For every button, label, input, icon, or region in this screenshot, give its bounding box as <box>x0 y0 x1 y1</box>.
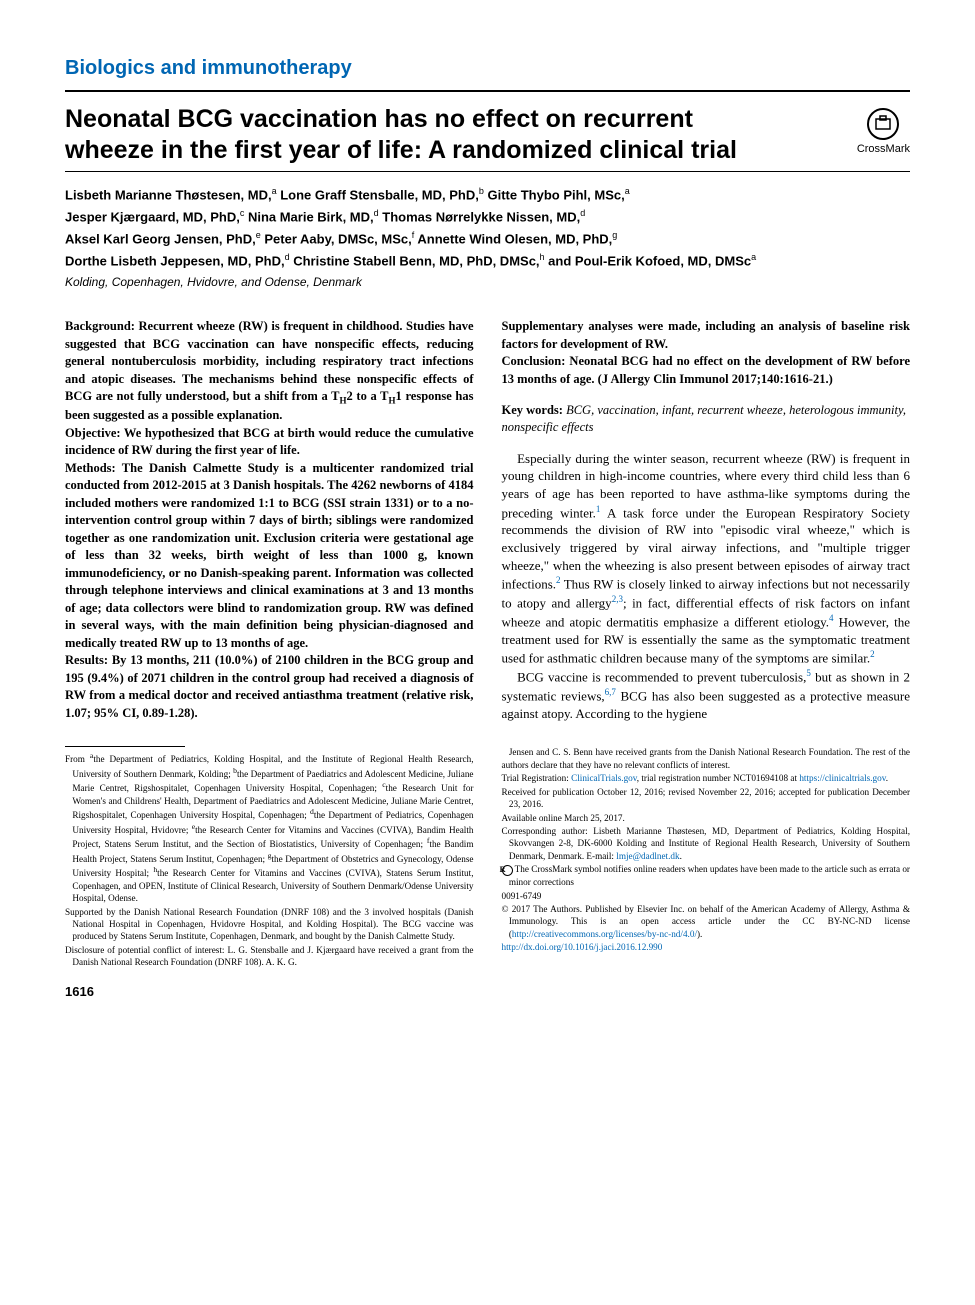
body-para-1: Especially during the winter season, rec… <box>502 450 911 667</box>
divider-top <box>65 90 910 92</box>
article-title: Neonatal BCG vaccination has no effect o… <box>65 104 745 167</box>
crossmark-badge[interactable]: CrossMark <box>857 108 910 157</box>
fn-crossmark-note: R The CrossMark symbol notifies online r… <box>502 863 911 888</box>
fn-from: From athe Department of Pediatrics, Kold… <box>65 751 474 904</box>
footnote-divider <box>65 746 185 747</box>
registered-icon: R <box>502 865 513 876</box>
abstract-results: Results: By 13 months, 211 (10.0%) of 21… <box>65 652 474 722</box>
keywords: Key words: BCG, vaccination, infant, rec… <box>502 402 911 436</box>
crossmark-label: CrossMark <box>857 142 910 157</box>
abstract-background: Background: Recurrent wheeze (RW) is fre… <box>65 318 474 425</box>
footnotes: From athe Department of Pediatrics, Kold… <box>65 740 910 968</box>
section-label: Biologics and immunotherapy <box>65 55 910 82</box>
keywords-label: Key words: <box>502 403 563 417</box>
keywords-text: BCG, vaccination, infant, recurrent whee… <box>502 403 906 434</box>
fn-received: Received for publication October 12, 201… <box>502 786 911 811</box>
fn-supported: Supported by the Danish National Researc… <box>65 906 474 943</box>
abstract-methods: Methods: The Danish Calmette Study is a … <box>65 460 474 653</box>
fn-trial: Trial Registration: ClinicalTrials.gov, … <box>502 772 911 784</box>
divider-authors-top <box>65 171 910 172</box>
fn-doi: http://dx.doi.org/10.1016/j.jaci.2016.12… <box>502 941 911 953</box>
crossmark-icon <box>867 108 899 140</box>
title-row: Neonatal BCG vaccination has no effect o… <box>65 104 910 167</box>
affiliation-locations: Kolding, Copenhagen, Hvidovre, and Odens… <box>65 274 910 290</box>
main-columns: Background: Recurrent wheeze (RW) is fre… <box>65 318 910 722</box>
author-list: Lisbeth Marianne Thøstesen, MD,a Lone Gr… <box>65 184 910 273</box>
abstract-conclusion: Conclusion: Neonatal BCG had no effect o… <box>502 353 911 388</box>
fn-disclosure: Disclosure of potential conflict of inte… <box>65 944 474 969</box>
page-number: 1616 <box>65 983 910 1001</box>
fn-disclosure2: Jensen and C. S. Benn have received gran… <box>502 746 911 771</box>
fn-corresponding: Corresponding author: Lisbeth Marianne T… <box>502 825 911 862</box>
abstract-objective: Objective: We hypothesized that BCG at b… <box>65 425 474 460</box>
fn-available: Available online March 25, 2017. <box>502 812 911 824</box>
body-text: Especially during the winter season, rec… <box>502 450 911 723</box>
fn-copyright: © 2017 The Authors. Published by Elsevie… <box>502 903 911 940</box>
fn-issn: 0091-6749 <box>502 890 911 902</box>
body-para-2: BCG vaccine is recommended to prevent tu… <box>502 667 911 722</box>
abstract-results2: Supplementary analyses were made, includ… <box>502 318 911 353</box>
